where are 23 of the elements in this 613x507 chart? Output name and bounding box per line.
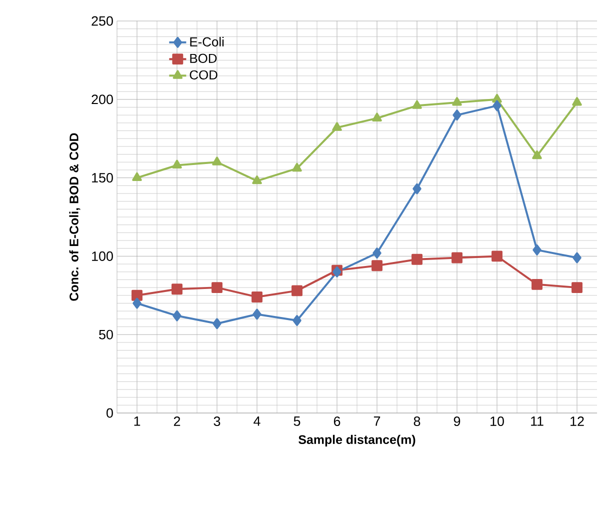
y-axis-title: Conc. of E-Coli, BOD & COD	[69, 133, 80, 301]
x-axis-title: Sample distance(m)	[298, 434, 416, 446]
x-tick-label: 10	[490, 416, 504, 426]
legend-label: COD	[190, 70, 218, 80]
x-tick-label: 8	[414, 416, 420, 426]
y-tick-label: 0	[106, 408, 113, 418]
y-tick-label: 150	[92, 173, 113, 183]
x-tick-label: 2	[174, 416, 180, 426]
x-tick-label: 9	[454, 416, 460, 426]
y-tick-label: 250	[92, 16, 113, 26]
x-tick-label: 6	[334, 416, 340, 426]
x-tick-label: 1	[134, 416, 140, 426]
x-tick-label: 5	[294, 416, 300, 426]
legend-label: BOD	[190, 54, 217, 63]
x-tick-label: 4	[254, 416, 260, 426]
x-tick-label: 7	[374, 416, 380, 426]
y-tick-label: 50	[99, 330, 113, 340]
x-tick-label: 12	[570, 416, 584, 426]
x-tick-label: 11	[531, 416, 544, 426]
y-tick-label: 200	[92, 94, 113, 104]
y-tick-label: 100	[92, 251, 113, 261]
legend-label: E-Coli	[190, 36, 224, 46]
x-tick-label: 3	[214, 416, 220, 426]
